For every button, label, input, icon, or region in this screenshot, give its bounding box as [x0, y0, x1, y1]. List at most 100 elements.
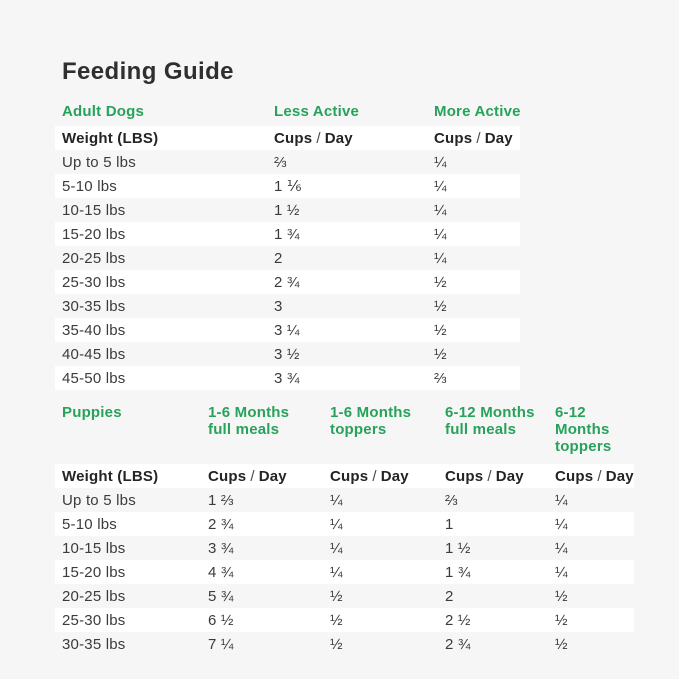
table-row: 10-15 lbs 1 ½ ¼ — [55, 198, 520, 222]
full-meals-6-12-cell: 2 — [445, 587, 454, 605]
less-active-cell: 2 ¾ — [274, 273, 300, 291]
weight-cell: 45-50 lbs — [62, 369, 126, 387]
toppers-6-12-cell: ½ — [555, 587, 568, 605]
full-meals-6-12-cell: 2 ½ — [445, 611, 471, 629]
more-active-cell: ¼ — [434, 201, 447, 219]
table-row: 20-25 lbs 5 ¾ ½ 2 ½ — [55, 584, 634, 608]
adult-dogs-table: Adult Dogs Less Active More Active Weigh… — [55, 102, 520, 390]
table-row: 45-50 lbs 3 ¾ ⅔ — [55, 366, 520, 390]
feeding-guide-page: Feeding Guide Adult Dogs Less Active Mor… — [55, 58, 634, 656]
table-row: 30-35 lbs 3 ½ — [55, 294, 520, 318]
more-active-cell: ½ — [434, 273, 447, 291]
cups-label: Cups — [330, 467, 369, 485]
weight-cell: 10-15 lbs — [62, 201, 126, 219]
slash-separator: / — [250, 467, 255, 485]
table-row: Up to 5 lbs ⅔ ¼ — [55, 150, 520, 174]
less-active-cell: 3 — [274, 297, 283, 315]
more-active-cell: ¼ — [434, 249, 447, 267]
table-row: 15-20 lbs 1 ¾ ¼ — [55, 222, 520, 246]
column-header-1-6-months-toppers: 1-6 Months toppers — [330, 404, 412, 438]
weight-cell: 10-15 lbs — [62, 539, 126, 557]
table-row: 25-30 lbs 6 ½ ½ 2 ½ ½ — [55, 608, 634, 632]
toppers-1-6-cell: ¼ — [330, 563, 343, 581]
less-active-cell: 3 ½ — [274, 345, 300, 363]
full-meals-1-6-cell: 4 ¾ — [208, 563, 234, 581]
more-active-cell: ¼ — [434, 153, 447, 171]
slash-separator: / — [372, 467, 377, 485]
cups-per-day-header: Cups / Day — [445, 468, 555, 485]
less-active-cell: 1 ½ — [274, 201, 300, 219]
more-active-cell: ½ — [434, 321, 447, 339]
toppers-6-12-cell: ¼ — [555, 515, 568, 533]
toppers-1-6-cell: ¼ — [330, 491, 343, 509]
less-active-cell: 3 ¼ — [274, 321, 300, 339]
more-active-cell: ¼ — [434, 225, 447, 243]
slash-separator: / — [476, 129, 481, 147]
table-row: 5-10 lbs 2 ¾ ¼ 1 ¼ — [55, 512, 634, 536]
cups-label: Cups — [274, 129, 313, 147]
toppers-1-6-cell: ½ — [330, 635, 343, 653]
adult-dogs-section-header: Adult Dogs Less Active More Active — [55, 102, 520, 122]
slash-separator: / — [487, 467, 492, 485]
puppies-subheader-row: Weight (LBS) Cups / Day Cups / Day Cups / Day … — [55, 464, 634, 488]
full-meals-1-6-cell: 3 ¾ — [208, 539, 234, 557]
toppers-6-12-cell: ½ — [555, 611, 568, 629]
day-label: Day — [258, 467, 287, 485]
full-meals-6-12-cell: 1 ¾ — [445, 563, 471, 581]
cups-label: Cups — [208, 467, 247, 485]
page-title: Feeding Guide — [62, 58, 234, 85]
weight-cell: 15-20 lbs — [62, 563, 126, 581]
more-active-cell: ¼ — [434, 177, 447, 195]
column-header-6-12-months-full-meals: 6-12 Months full meals — [445, 404, 535, 438]
day-label: Day — [495, 467, 524, 485]
day-label: Day — [605, 467, 634, 485]
weight-cell: 40-45 lbs — [62, 345, 126, 363]
weight-cell: 30-35 lbs — [62, 635, 126, 653]
weight-cell: Up to 5 lbs — [62, 153, 136, 171]
cups-per-day-header: Cups / Day — [434, 130, 520, 147]
column-header-1-6-months-full-meals: 1-6 Months full meals — [208, 404, 290, 438]
full-meals-6-12-cell: 1 ½ — [445, 539, 471, 557]
adult-dogs-section-label: Adult Dogs — [62, 103, 144, 120]
toppers-1-6-cell: ½ — [330, 587, 343, 605]
full-meals-6-12-cell: 2 ¾ — [445, 635, 471, 653]
column-header-more-active: More Active — [434, 103, 521, 120]
weight-cell: 25-30 lbs — [62, 273, 126, 291]
table-row: Up to 5 lbs 1 ⅔ ¼ ⅔ ¼ — [55, 488, 634, 512]
slash-separator: / — [597, 467, 602, 485]
cups-label: Cups — [555, 467, 594, 485]
day-label: Day — [324, 129, 353, 147]
toppers-1-6-cell: ¼ — [330, 515, 343, 533]
table-row: 30-35 lbs 7 ¼ ½ 2 ¾ ½ — [55, 632, 634, 656]
weight-cell: 25-30 lbs — [62, 611, 126, 629]
full-meals-1-6-cell: 2 ¾ — [208, 515, 234, 533]
column-header-6-12-months-toppers: 6-12 Months toppers — [555, 404, 612, 455]
toppers-1-6-cell: ¼ — [330, 539, 343, 557]
puppies-section-label: Puppies — [62, 404, 122, 421]
cups-label: Cups — [445, 467, 484, 485]
adult-subheader-row: Weight (LBS) Cups / Day Cups / Day — [55, 126, 520, 150]
cups-label: Cups — [434, 129, 473, 147]
slash-separator: / — [316, 129, 321, 147]
puppies-table: Puppies 1-6 Months full meals 1-6 Months… — [55, 404, 634, 656]
full-meals-1-6-cell: 1 ⅔ — [208, 491, 234, 509]
weight-cell: Up to 5 lbs — [62, 491, 136, 509]
less-active-cell: 2 — [274, 249, 283, 267]
toppers-6-12-cell: ½ — [555, 635, 568, 653]
toppers-6-12-cell: ¼ — [555, 491, 568, 509]
day-label: Day — [380, 467, 409, 485]
toppers-1-6-cell: ½ — [330, 611, 343, 629]
cups-per-day-header: Cups / Day — [274, 130, 434, 147]
table-row: 25-30 lbs 2 ¾ ½ — [55, 270, 520, 294]
weight-header: Weight (LBS) — [62, 129, 159, 147]
more-active-cell: ½ — [434, 345, 447, 363]
table-row: 20-25 lbs 2 ¼ — [55, 246, 520, 270]
puppies-section-header: Puppies 1-6 Months full meals 1-6 Months… — [55, 404, 634, 455]
table-row: 15-20 lbs 4 ¾ ¼ 1 ¾ ¼ — [55, 560, 634, 584]
weight-cell: 5-10 lbs — [62, 177, 117, 195]
toppers-6-12-cell: ¼ — [555, 563, 568, 581]
day-label: Day — [484, 129, 513, 147]
weight-cell: 20-25 lbs — [62, 587, 126, 605]
weight-cell: 35-40 lbs — [62, 321, 126, 339]
